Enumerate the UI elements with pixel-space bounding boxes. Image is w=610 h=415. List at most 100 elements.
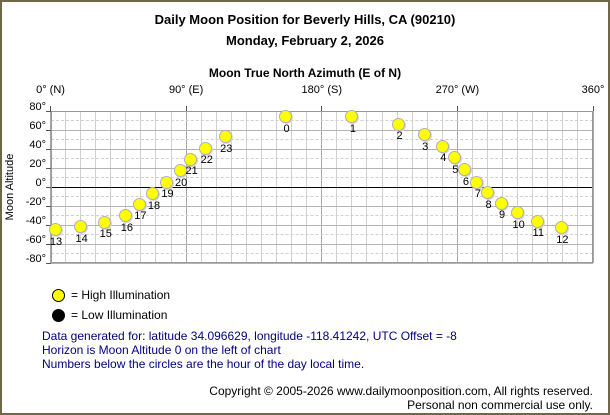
h-gridline: [50, 224, 593, 226]
moon-point-hour-label: 8: [485, 198, 492, 211]
moon-point-hour-label: 10: [512, 218, 525, 231]
y-tick-mark: [45, 243, 51, 245]
y-tick-mark: [45, 129, 51, 131]
moon-point-hour-23: [218, 130, 232, 144]
moon-point-hour-label: 14: [75, 232, 88, 245]
moon-point-hour-label: 16: [120, 221, 133, 234]
moon-point-hour-22: [199, 141, 213, 155]
page-date: Monday, February 2, 2026: [226, 33, 384, 48]
h-gridline: [50, 205, 593, 207]
h-gridline-dashed: [50, 233, 593, 235]
moon-point-hour-13: [48, 223, 62, 237]
x-tick-mark: [321, 106, 323, 111]
y-tick-label: -80°: [25, 253, 46, 265]
h-gridline: [50, 148, 593, 150]
moon-point-hour-14: [74, 220, 88, 234]
moon-point-hour-6: [458, 163, 472, 177]
moon-point-hour-1: [345, 110, 359, 124]
y-tick-label: 40°: [29, 139, 46, 151]
moon-point-hour-16: [119, 209, 133, 222]
h-gridline-dashed: [50, 119, 593, 121]
moon-point-hour-label: 23: [220, 142, 233, 155]
h-gridline-dashed: [50, 195, 593, 197]
y-tick-mark: [45, 224, 51, 226]
moon-point-hour-11: [530, 214, 544, 228]
h-gridline: [50, 262, 593, 264]
copyright-line: Copyright © 2005-2026 www.dailymoonposit…: [209, 384, 593, 398]
x-tick-label: 270° (W): [435, 84, 480, 96]
page-title: Daily Moon Position for Beverly Hills, C…: [154, 12, 456, 27]
copyright: Copyright © 2005-2026 www.dailymoonposit…: [209, 384, 593, 412]
moon-point-hour-label: 0: [283, 122, 290, 135]
moon-point-hour-label: 9: [499, 209, 506, 222]
footer-hours-note: Numbers below the circles are the hour o…: [42, 357, 365, 371]
y-tick-label: 0°: [35, 177, 46, 189]
moon-point-hour-label: 21: [185, 165, 198, 178]
moon-point-hour-label: 22: [200, 154, 213, 167]
moon-point-hour-0: [279, 110, 293, 124]
moon-point-hour-label: 1: [349, 122, 356, 135]
moon-point-hour-4: [435, 139, 449, 153]
moon-point-hour-7: [470, 175, 484, 189]
moon-point-hour-5: [447, 151, 461, 165]
moon-point-hour-label: 7: [474, 188, 482, 201]
moon-point-hour-label: 2: [396, 130, 403, 143]
moon-point-hour-9: [494, 196, 508, 210]
y-tick-mark: [45, 148, 51, 150]
x-tick-mark: [592, 106, 594, 111]
h-gridline-dashed: [50, 214, 593, 216]
x-tick-mark: [50, 106, 51, 111]
h-gridline-dashed: [50, 252, 593, 254]
moon-point-hour-label: 6: [462, 175, 469, 188]
moon-point-hour-label: 3: [422, 140, 429, 153]
moon-point-hour-label: 20: [174, 176, 188, 189]
footer-horizon-note: Horizon is Moon Altitude 0 on the left o…: [42, 343, 281, 357]
moon-point-hour-15: [98, 215, 112, 229]
legend-label: = Low Illumination: [71, 308, 168, 322]
h-gridline-dashed: [50, 138, 593, 140]
moon-point-hour-label: 19: [161, 188, 174, 201]
h-gridline-dashed: [50, 176, 593, 178]
x-tick-mark: [456, 106, 458, 111]
moon-point-hour-12: [554, 221, 568, 235]
h-gridline: [50, 167, 593, 169]
moon-point-hour-label: 13: [49, 235, 63, 248]
h-gridline: [50, 243, 593, 245]
legend-item-low: = Low Illumination: [52, 308, 167, 322]
moon-point-hour-21: [184, 152, 198, 166]
x-tick-label: 0° (N): [36, 84, 65, 96]
moon-point-hour-label: 15: [99, 228, 112, 241]
y-tick-label: -60°: [25, 234, 46, 246]
moon-point-hour-19: [160, 175, 174, 189]
plot-border: [50, 111, 593, 263]
y-tick-label: 60°: [29, 120, 46, 132]
high-illumination-dot-icon: [52, 288, 65, 302]
horizon-line: [50, 186, 593, 188]
legend-item-high: = High Illumination: [52, 288, 170, 302]
moon-point-hour-label: 5: [452, 163, 459, 176]
y-tick-mark: [45, 167, 51, 169]
footer-generated-for: Data generated for: latitude 34.096629, …: [42, 329, 457, 343]
y-tick-label: -40°: [25, 215, 46, 227]
legend-label: = High Illumination: [71, 288, 171, 302]
moon-point-hour-8: [481, 186, 494, 200]
y-tick-mark: [45, 186, 51, 188]
moon-point-hour-label: 4: [440, 152, 447, 165]
moon-point-hour-20: [173, 164, 187, 178]
y-tick-label: -20°: [25, 196, 46, 208]
y-tick-mark: [45, 205, 51, 207]
x-tick-label: 180° (S): [301, 84, 342, 96]
moon-point-hour-17: [132, 197, 146, 211]
x-tick-label: 360°: [581, 84, 605, 96]
moon-point-hour-label: 17: [134, 210, 147, 223]
moon-point-hour-label: 18: [147, 199, 161, 212]
v-gridline: [592, 111, 594, 263]
moon-point-hour-2: [392, 117, 406, 131]
x-tick-label: 90° (E): [168, 84, 204, 96]
x-axis-title: Moon True North Azimuth (E of N): [208, 66, 402, 80]
y-tick-mark: [45, 262, 51, 264]
y-tick-label: 80°: [29, 101, 46, 113]
moon-point-hour-18: [146, 187, 160, 201]
